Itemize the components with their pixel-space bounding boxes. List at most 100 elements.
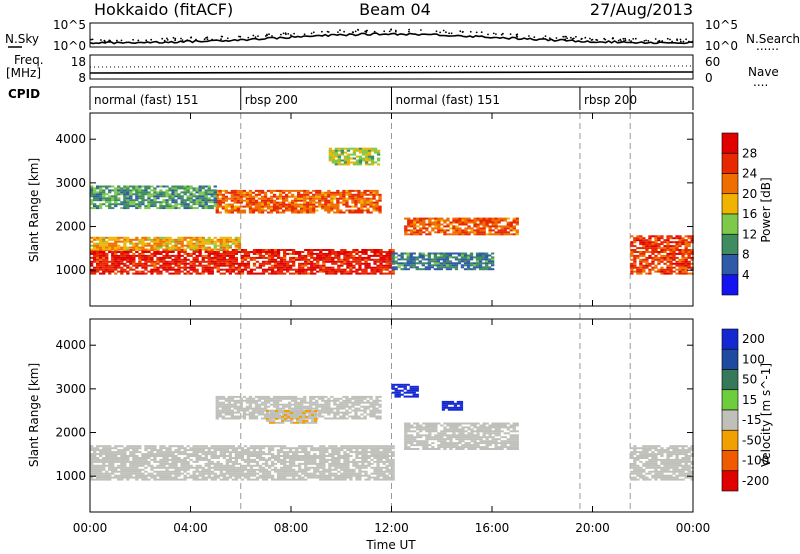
data-cell [352,151,357,154]
data-cell [219,447,223,450]
nsearch-point [343,30,345,33]
data-cell [159,266,163,269]
data-cell [633,256,637,259]
data-cell [123,254,127,257]
data-cell [391,272,395,275]
data-cell [301,455,305,457]
data-cell [467,225,471,228]
data-cell [352,153,357,156]
data-cell [147,445,151,448]
data-cell [123,453,127,456]
data-cell [251,207,256,210]
data-cell [376,258,380,261]
data-cell [292,252,296,255]
data-cell [313,457,317,459]
data-cell [339,195,343,198]
data-cell [240,455,245,457]
data-cell [126,248,130,251]
data-cell [385,464,389,467]
data-cell [639,268,643,271]
data-cell [427,252,431,255]
data-cell [99,264,103,267]
data-cell [213,476,217,479]
data-cell [252,472,257,475]
data-cell [159,460,163,463]
data-cell [430,264,434,267]
data-cell [153,455,157,457]
data-cell [373,252,377,255]
data-cell [249,251,254,253]
data-cell [355,449,359,452]
data-cell [221,205,225,208]
data-cell [210,240,214,243]
data-cell [210,207,214,210]
data-cell [105,455,109,457]
data-cell [156,256,160,259]
data-cell [319,457,323,459]
data-cell [144,238,148,241]
data-cell [263,201,268,204]
data-cell [412,264,416,267]
data-cell [388,264,392,267]
data-cell [150,240,154,243]
data-cell [153,252,157,255]
data-cell [283,266,287,269]
data-cell [138,254,142,257]
data-cell [120,453,124,456]
data-cell [195,270,199,273]
data-cell [378,193,382,196]
nsearch-point [390,28,392,31]
data-cell [352,249,356,251]
data-cell [433,256,437,259]
data-cell [123,258,127,261]
data-cell [500,225,504,228]
data-cell [330,207,334,210]
data-cell [236,193,240,196]
data-cell [370,251,374,253]
data-cell [355,258,359,261]
data-cell [328,270,332,273]
data-cell [294,203,298,206]
data-cell [227,403,231,406]
data-cell [639,272,643,275]
data-cell [114,468,118,471]
data-cell [645,243,649,246]
data-cell [331,478,335,481]
data-cell [213,453,217,456]
data-cell [469,252,474,255]
data-cell [415,266,419,269]
data-cell [192,474,196,477]
data-cell [690,262,694,265]
data-cell [654,254,658,257]
data-cell [428,217,432,220]
data-cell [219,453,223,456]
data-cell [361,262,365,265]
data-cell [234,478,238,481]
data-cell [168,458,172,461]
data-cell [388,258,392,261]
data-cell [219,238,223,241]
data-cell [159,242,163,245]
data-cell [282,201,286,204]
data-cell [231,457,235,459]
data-cell [117,240,121,243]
data-cell [93,189,97,192]
data-cell [358,464,362,467]
data-cell [339,191,343,194]
nsky-trace [89,32,694,45]
data-cell [358,260,362,263]
data-cell [168,256,172,259]
data-cell [267,268,272,271]
data-cell [120,457,124,459]
data-cell [150,466,154,469]
data-cell [267,258,272,261]
data-cell [666,249,670,251]
data-cell [278,207,283,210]
data-cell [102,468,106,471]
data-cell [93,472,97,475]
data-cell [123,264,127,267]
data-cell [345,205,349,208]
data-cell [331,266,335,269]
nsearch-point [623,40,625,42]
nsearch-point [420,29,422,31]
